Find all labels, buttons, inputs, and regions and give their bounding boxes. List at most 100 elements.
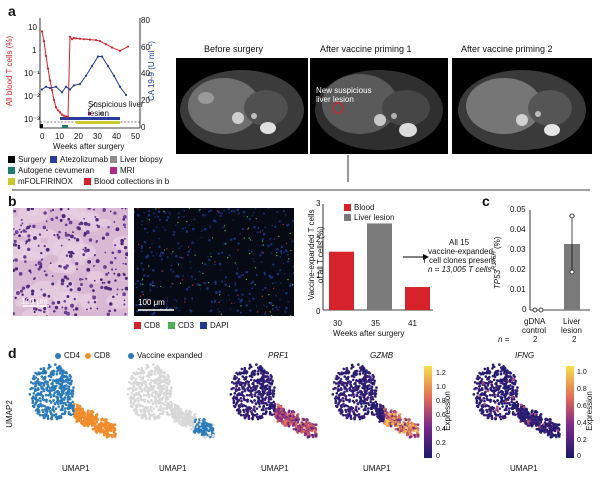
cell-nucleus [88,238,93,242]
umap-cell [533,416,536,420]
cd3-dot [202,272,204,275]
dapi-dot [188,286,191,289]
dapi-dot [140,250,143,253]
cell-nucleus [51,282,55,286]
umap-cell [539,420,543,424]
umap-cell [405,418,408,421]
cell-nucleus [60,281,65,286]
dapi-dot [191,299,193,301]
umap-cell [39,367,43,371]
umap-cell [152,363,155,366]
cell-nucleus [72,231,74,234]
umap-cell [365,392,368,395]
umap-cell [50,386,54,389]
umap-cell [167,406,170,410]
c-y-tick: 0 [522,305,527,314]
umap-cell [367,380,371,383]
dapi-dot [274,225,277,228]
umap-cell [32,392,36,395]
umap-cell [252,373,256,377]
dapi-dot [238,275,241,279]
umap-cell [300,427,304,431]
cell-nucleus [124,276,128,280]
cell-nucleus [54,305,59,310]
cb2-tick: 0.6 [577,403,587,410]
d-title-prf1: PRF1 [268,351,289,360]
legend-label: Vaccine expanded [137,351,203,360]
umap-cell [392,413,396,416]
umap-cell [374,406,378,409]
umap-cell [140,384,144,387]
cd3-dot [261,240,264,242]
cell-nucleus [45,220,48,223]
cell-nucleus [107,280,111,284]
umap-cell [251,413,255,417]
cell-nucleus [18,228,21,231]
umap-cell [348,407,352,410]
umap-cell [152,407,156,410]
c-n-label: n = [498,335,510,344]
cell-nucleus [114,244,117,247]
umap-cell [413,435,417,439]
dapi-dot [239,311,243,314]
cell-nucleus [26,208,31,212]
umap-cell [204,435,208,438]
series-point [50,89,54,92]
umap-cell [332,380,336,384]
umap-cell [40,385,43,389]
umap-cell [135,381,139,385]
umap-cell [508,370,512,374]
umap-cell [341,396,345,400]
umap-cell [269,377,273,381]
umap-cell [253,405,256,409]
umap-cell [369,376,372,379]
umap-cell [57,381,60,385]
umap-cell [365,389,369,392]
series-point [54,85,58,88]
umap-cell [494,413,498,417]
cell-nucleus [92,289,95,292]
umap-cell [342,402,345,406]
cell-nucleus [93,254,97,257]
series-point [68,35,72,38]
umap-cell [144,380,148,384]
dapi-dot [284,249,288,252]
umap-cell [549,418,552,421]
panel-a-letter: a [8,3,16,19]
umap-cell [384,407,387,411]
umap-cell [272,406,276,409]
dapi-dot [273,238,276,241]
umap-cell [550,435,554,438]
umap-cell [555,425,559,428]
umap-cell [181,420,184,423]
dapi-dot [262,288,264,291]
cell-nucleus [21,293,24,296]
umap-cell [303,418,306,421]
umap-cell [511,407,515,411]
legend-dot [55,352,61,359]
cd3-dot [268,294,270,296]
dapi-dot [158,245,161,249]
umap-cell [150,405,153,409]
umap-cell [51,373,55,377]
legend-item: MRI [110,166,135,175]
umap-cell [57,402,60,405]
umap-cell [56,393,60,396]
umap-cell [130,377,134,381]
cd8-dot [166,248,168,250]
umap-cell [132,409,136,412]
cd8-dot [187,246,190,248]
dapi-dot [268,237,271,240]
dapi-dot [269,276,273,279]
b-annotation-line: T cell clones present [422,256,496,265]
umap-cell [483,391,486,395]
umap-cell [364,381,367,384]
umap-cell [189,427,193,431]
umap-cell [51,408,55,411]
umap-cell [42,384,46,387]
umap-cell [343,381,347,385]
series-point [68,88,72,91]
umap-cell [553,429,557,433]
cell-nucleus [26,284,30,288]
umap-cell [63,407,67,410]
